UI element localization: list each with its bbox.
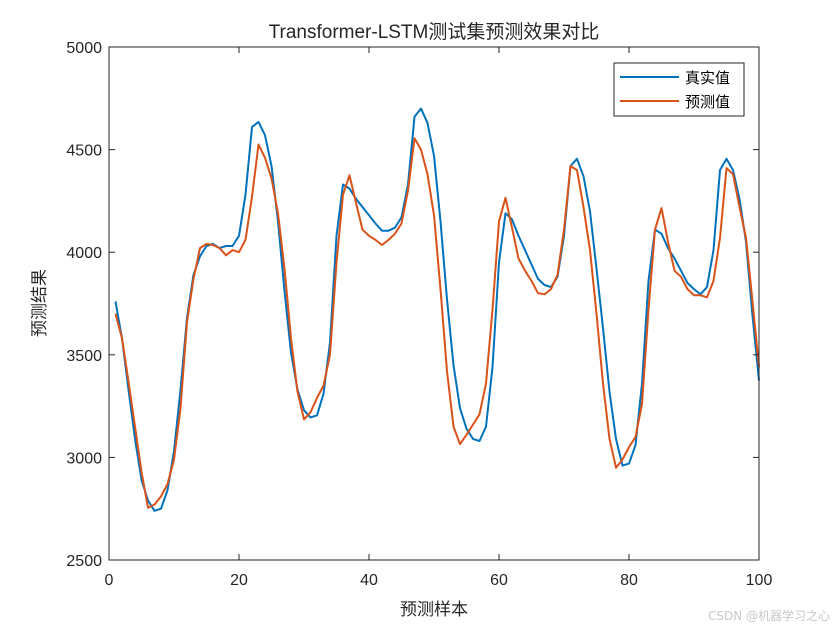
plot-area	[114, 107, 760, 512]
legend: 真实值 预测值	[613, 62, 745, 117]
x-tick-label: 100	[746, 572, 773, 589]
chart-title: Transformer-LSTM测试集预测效果对比	[269, 21, 600, 43]
y-tick-label: 3500	[66, 348, 102, 365]
axes: 0 20 40 60 80 100 2500 3000 3500 4000 4500 5000	[66, 40, 772, 589]
y-tick-label: 3000	[66, 450, 102, 467]
axes-box	[108, 46, 760, 561]
watermark: CSDN @机器学习之心	[707, 609, 830, 623]
series-line-true	[114, 107, 760, 512]
series-line-pred	[114, 137, 760, 509]
legend-label-true: 真实值	[685, 69, 730, 87]
y-tick-label: 2500	[66, 553, 102, 570]
y-tick-label: 4500	[66, 143, 102, 160]
x-tick-label: 60	[490, 572, 508, 589]
x-tick-label: 80	[620, 572, 638, 589]
x-tick-label: 40	[360, 572, 378, 589]
x-tick-label: 0	[105, 572, 114, 589]
y-tick-label: 5000	[66, 40, 102, 57]
x-tick-label: 20	[230, 572, 248, 589]
x-axis-label: 预测样本	[400, 600, 468, 620]
y-tick-label: 4000	[66, 245, 102, 262]
legend-box	[613, 62, 745, 117]
y-axis-label: 预测结果	[30, 269, 50, 337]
legend-label-pred: 预测值	[685, 93, 730, 111]
